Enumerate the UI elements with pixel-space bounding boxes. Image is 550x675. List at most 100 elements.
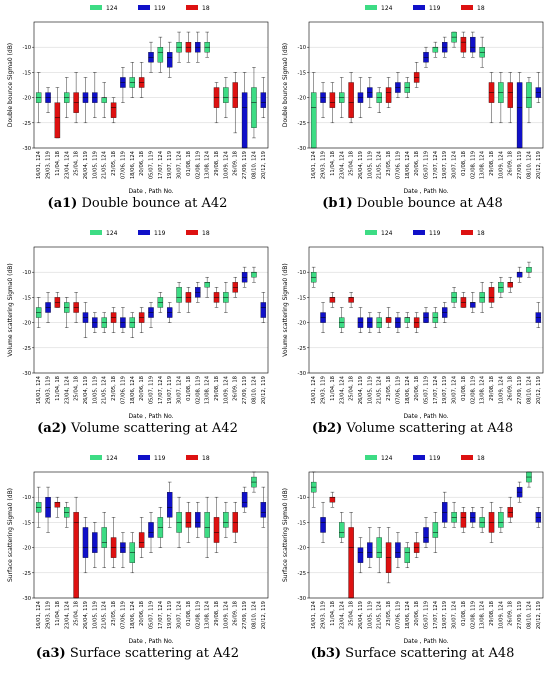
x-tick-label: 29/03, 119 [321, 601, 327, 629]
box-23 [251, 471, 257, 493]
x-axis-label: Date , Path No. [128, 413, 173, 420]
x-tick-label: 21/05, 124 [102, 375, 108, 404]
legend-swatch-124 [365, 5, 377, 10]
box-13 [432, 41, 439, 58]
box-18 [479, 282, 485, 313]
x-tick-label: 05/07, 119 [149, 151, 155, 179]
legend-swatch-124 [365, 455, 377, 460]
caption-text: Surface scattering at A42 [65, 646, 240, 661]
x-tick-label: 26/04, 119 [358, 151, 364, 179]
y-axis-label: Double bounce Sigma0 (dB) [7, 43, 14, 127]
x-tick-label: 08/10, 124 [251, 600, 257, 629]
y-tick-label: -30 [23, 146, 31, 152]
box-15 [176, 497, 182, 548]
legend-label-18: 18 [477, 5, 485, 12]
box-21 [232, 72, 238, 134]
legend-swatch-124 [90, 455, 102, 460]
x-tick-label: 07/06, 119 [120, 151, 126, 179]
y-tick-label: -30 [298, 371, 306, 377]
box-body [251, 272, 257, 278]
x-tick-label: 27/09, 119 [242, 151, 248, 179]
x-tick-label: 26/09, 18 [508, 376, 514, 401]
x-tick-label: 25/04, 18 [74, 376, 80, 401]
x-tick-label: 27/09, 119 [517, 151, 523, 179]
box-13 [157, 36, 164, 73]
x-tick-label: 26/09, 18 [233, 376, 239, 401]
box-body [320, 517, 326, 533]
chart-a3: 124 119 18 -30 -25 -20 -15 -10 16/01, 124 29/03, … [7, 455, 269, 645]
box-1 [45, 292, 51, 323]
x-tick-label: 23/05, 18 [386, 151, 392, 176]
box-body [516, 82, 523, 149]
box-body [460, 36, 467, 53]
x-tick-label: 01/08, 18 [461, 151, 467, 176]
legend-label-124: 124 [381, 455, 393, 462]
x-tick-label: 30/07, 124 [177, 150, 183, 179]
x-tick-label: 11/04, 18 [330, 376, 336, 401]
box-body [223, 87, 229, 103]
x-tick-label: 02/08, 119 [470, 151, 476, 179]
box-8 [385, 77, 392, 108]
box-23 [526, 261, 532, 278]
box-7 [376, 312, 382, 333]
box-6 [367, 312, 373, 333]
box-body [357, 547, 364, 563]
caption-tag: (a1) [47, 196, 78, 211]
x-tick-label: 08/10, 124 [526, 600, 532, 629]
x-tick-label: 10/05, 119 [367, 601, 373, 629]
x-tick-label: 10/05, 119 [367, 151, 373, 179]
y-axis-label: Surface scattering Sigma0 (dB) [282, 488, 289, 582]
box-13 [432, 307, 439, 328]
legend: 124 119 18 [365, 230, 485, 237]
box-24 [535, 302, 542, 328]
box-15 [451, 31, 457, 48]
x-tick-label: 25/04, 18 [349, 376, 355, 401]
legend-swatch-119 [413, 230, 425, 235]
box-18 [479, 507, 485, 533]
box-16 [185, 502, 192, 543]
y-axis-label: Surface scattering Sigma0 (dB) [7, 488, 14, 582]
legend-label-119: 119 [429, 230, 441, 237]
box-body [166, 492, 173, 518]
box-body [432, 47, 439, 53]
box-body [526, 82, 532, 108]
caption-text: Double bounce at A48 [352, 196, 503, 211]
x-tick-label: 16/01, 124 [311, 150, 317, 179]
x-tick-label: 30/07, 124 [177, 375, 183, 404]
chart-a1: 124 119 18 -30 -25 -20 -15 -10 16/01, 124 29/03, … [7, 5, 269, 195]
x-tick-label: 26/09, 18 [508, 601, 514, 626]
box-11 [138, 517, 145, 558]
legend-label-18: 18 [202, 5, 210, 12]
box-0 [35, 72, 42, 124]
box-body [348, 297, 354, 303]
box-16 [185, 31, 192, 63]
x-tick-label: 26/04, 119 [83, 151, 89, 179]
box-19 [213, 497, 220, 553]
legend: 124 119 18 [90, 455, 210, 462]
box-body [329, 92, 336, 108]
x-tick-label: 23/04, 124 [339, 600, 345, 629]
x-tick-label: 29/08, 18 [214, 376, 220, 401]
y-tick-label: -25 [23, 571, 31, 577]
box-0 [35, 297, 42, 328]
x-tick-label: 23/05, 18 [111, 376, 117, 401]
x-tick-label: 05/07, 119 [424, 376, 430, 404]
legend-label-119: 119 [154, 455, 166, 462]
box-body [470, 302, 476, 308]
y-tick-label: -10 [298, 495, 306, 501]
y-axis-label: Volume scattering Sigma0 (dB) [7, 263, 14, 357]
caption-a2: (a2) Volume scattering at A42 [0, 421, 275, 436]
x-tick-label: 01/08, 18 [186, 376, 192, 401]
x-tick-label: 02/08, 119 [195, 376, 201, 404]
box-2 [329, 292, 336, 308]
box-body [470, 36, 476, 53]
box-body [460, 512, 467, 528]
box-3 [64, 502, 70, 528]
box-22 [516, 481, 523, 503]
box-body [260, 92, 267, 108]
x-tick-label: 18/06, 124 [130, 375, 136, 404]
box-body [176, 287, 182, 303]
x-tick-label: 17/07, 124 [433, 150, 439, 179]
plot-frame [33, 246, 269, 374]
box-16 [460, 31, 467, 58]
